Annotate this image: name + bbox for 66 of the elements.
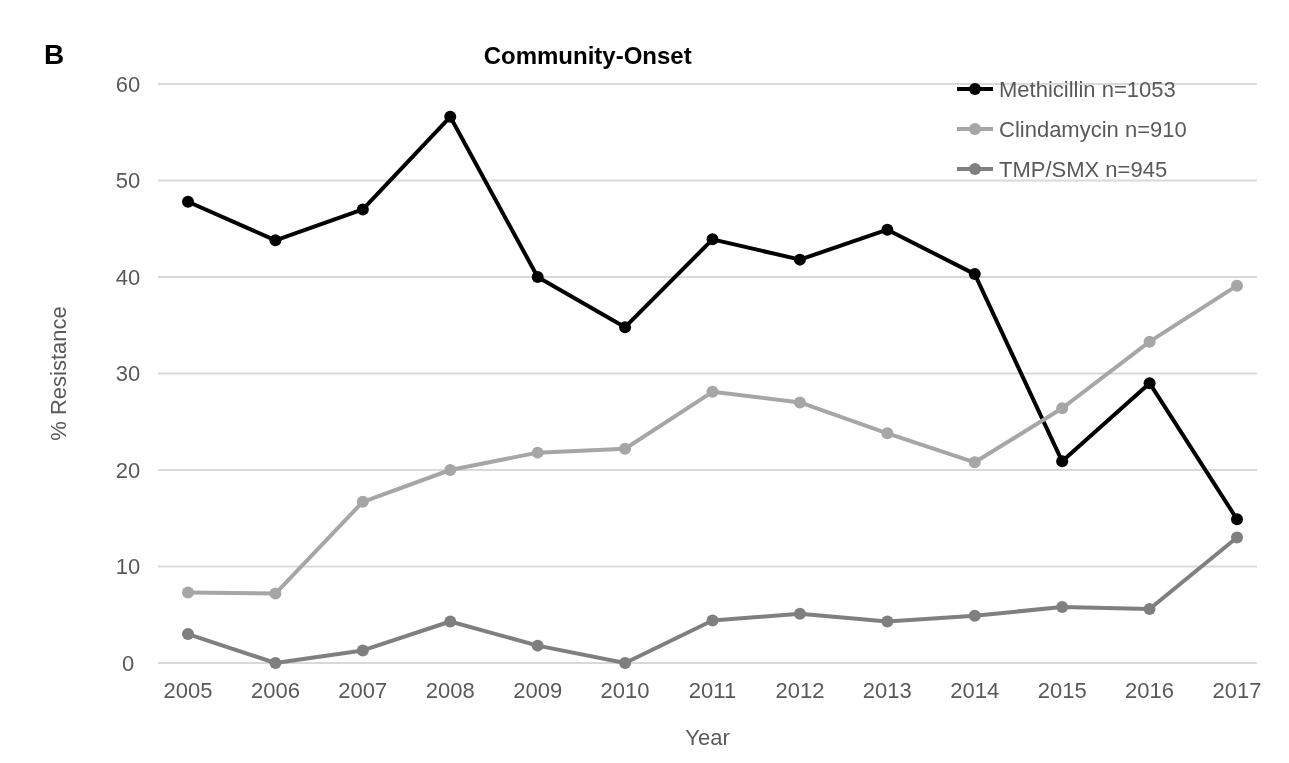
y-tick-label: 60: [115, 71, 141, 97]
point: [182, 586, 194, 599]
point: [269, 234, 282, 247]
legend-label: Clindamycin n=910: [999, 116, 1187, 142]
point: [444, 615, 457, 628]
point: [531, 639, 544, 652]
point: [269, 657, 282, 669]
legend-label: Methicillin n=1053: [999, 76, 1176, 102]
x-tick-label: 2009: [513, 678, 563, 703]
point: [444, 110, 457, 123]
point: [1143, 377, 1156, 390]
point: [619, 657, 632, 669]
point: [1231, 513, 1243, 526]
point: [182, 195, 194, 208]
point: [793, 607, 806, 620]
x-axis-title: Year: [685, 725, 730, 750]
point: [1056, 402, 1069, 415]
point: [881, 223, 894, 236]
y-tick-label: 30: [115, 361, 141, 387]
point: [881, 427, 894, 440]
point: [1056, 601, 1069, 614]
x-tick-label: 2010: [600, 678, 650, 703]
point: [356, 495, 369, 508]
point: [1231, 279, 1243, 292]
point: [793, 253, 806, 266]
y-tick-label: 0: [121, 650, 135, 676]
point: [356, 644, 369, 657]
x-tick-label: 2007: [338, 678, 388, 703]
point: [1143, 602, 1156, 615]
point: [881, 615, 894, 628]
chart-title: Community-Onset: [483, 42, 692, 69]
x-tick-label: 2005: [163, 678, 213, 703]
y-tick-label: 40: [115, 264, 141, 290]
point: [356, 203, 369, 216]
point: [1056, 455, 1069, 468]
x-tick-label: 2014: [950, 678, 1000, 703]
point: [619, 442, 632, 455]
y-axis-title: % Resistance: [46, 306, 71, 441]
point: [968, 456, 981, 469]
y-tick-label: 10: [115, 554, 141, 580]
point: [706, 385, 719, 398]
y-tick-label: 20: [115, 457, 141, 483]
point: [1143, 335, 1156, 348]
point: [531, 446, 544, 459]
x-tick-label: 2016: [1125, 678, 1175, 703]
x-tick-label: 2008: [425, 678, 475, 703]
x-tick-label: 2011: [688, 678, 737, 703]
point: [968, 268, 981, 281]
y-tick-label: 50: [115, 168, 141, 194]
point: [182, 628, 194, 641]
point: [1231, 531, 1243, 544]
point: [793, 396, 806, 409]
text: B: [44, 39, 65, 70]
legend-label: TMP/SMX n=945: [999, 156, 1168, 182]
point: [706, 614, 719, 627]
x-tick-label: 2006: [250, 678, 300, 703]
point: [706, 233, 719, 246]
point: [444, 464, 457, 476]
point: [531, 271, 544, 283]
x-tick-label: 2015: [1037, 678, 1087, 703]
point: [269, 587, 282, 600]
point: [968, 609, 981, 622]
point: [619, 321, 632, 334]
x-tick-label: 2012: [775, 678, 825, 703]
x-tick-label: 2013: [862, 678, 912, 703]
x-tick-label: 2017: [1212, 678, 1262, 703]
